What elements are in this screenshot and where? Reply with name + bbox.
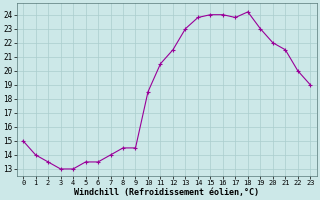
X-axis label: Windchill (Refroidissement éolien,°C): Windchill (Refroidissement éolien,°C) [74, 188, 259, 197]
